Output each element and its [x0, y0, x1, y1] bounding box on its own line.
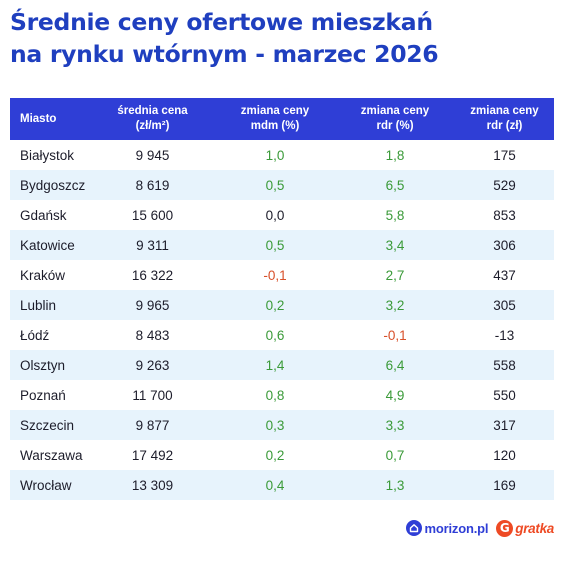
value-cell: 8 483 [90, 320, 215, 350]
gratka-logo: G gratka [496, 519, 554, 537]
value-cell: 0,7 [335, 440, 455, 470]
table-row: Szczecin 9 877 0,3 3,3 317 [10, 410, 554, 440]
column-header: zmiana ceny mdm (%) [215, 98, 335, 140]
value-cell: 9 965 [90, 290, 215, 320]
value-cell: -13 [455, 320, 554, 350]
column-header-line: Miasto [20, 112, 57, 125]
value-cell: 1,3 [335, 470, 455, 500]
table-row: Bydgoszcz 8 619 0,5 6,5 529 [10, 170, 554, 200]
value-cell: 4,9 [335, 380, 455, 410]
value-cell: 16 322 [90, 260, 215, 290]
city-cell: Bydgoszcz [10, 170, 90, 200]
city-cell: Łódź [10, 320, 90, 350]
table-header-row: Miasto średnia cena (zł/m²) zmiana ceny mdm … [10, 98, 554, 140]
price-table: Miasto średnia cena (zł/m²) zmiana ceny mdm … [10, 98, 554, 500]
value-cell: 853 [455, 200, 554, 230]
value-cell: -0,1 [335, 320, 455, 350]
city-cell: Lublin [10, 290, 90, 320]
value-cell: 1,0 [215, 140, 335, 170]
value-cell: 0,4 [215, 470, 335, 500]
value-cell: 6,5 [335, 170, 455, 200]
value-cell: 15 600 [90, 200, 215, 230]
column-header: zmiana ceny rdr (%) [335, 98, 455, 140]
morizon-logo-text: morizon.pl [424, 520, 489, 536]
city-cell: Szczecin [10, 410, 90, 440]
city-cell: Katowice [10, 230, 90, 260]
value-cell: 0,8 [215, 380, 335, 410]
value-cell: 169 [455, 470, 554, 500]
value-cell: 306 [455, 230, 554, 260]
city-cell: Kraków [10, 260, 90, 290]
city-cell: Olsztyn [10, 350, 90, 380]
value-cell: 9 877 [90, 410, 215, 440]
value-cell: 17 492 [90, 440, 215, 470]
table-row: Łódź 8 483 0,6 -0,1 -13 [10, 320, 554, 350]
value-cell: 11 700 [90, 380, 215, 410]
city-cell: Poznań [10, 380, 90, 410]
value-cell: 529 [455, 170, 554, 200]
column-header-line: średnia cena [117, 105, 188, 117]
value-cell: 0,5 [215, 170, 335, 200]
table-row: Kraków 16 322 -0,1 2,7 437 [10, 260, 554, 290]
value-cell: 0,3 [215, 410, 335, 440]
table-row: Katowice 9 311 0,5 3,4 306 [10, 230, 554, 260]
value-cell: 0,2 [215, 440, 335, 470]
column-header-line: zmiana ceny [360, 105, 430, 117]
house-icon [405, 520, 422, 536]
value-cell: 1,8 [335, 140, 455, 170]
value-cell: 0,6 [215, 320, 335, 350]
column-header: zmiana ceny rdr (zł) [455, 98, 554, 140]
table-body: Białystok 9 945 1,0 1,8 175 Bydgoszcz 8 619 0,5… [10, 140, 554, 500]
value-cell: 9 945 [90, 140, 215, 170]
value-cell: 558 [455, 350, 554, 380]
column-header-line: zmiana ceny [470, 105, 539, 117]
table-row: Gdańsk 15 600 0,0 5,8 853 [10, 200, 554, 230]
city-cell: Gdańsk [10, 200, 90, 230]
logos: morizon.pl G gratka [405, 516, 554, 540]
value-cell: 0,5 [215, 230, 335, 260]
value-cell: 0,2 [215, 290, 335, 320]
value-cell: 317 [455, 410, 554, 440]
column-header: średnia cena (zł/m²) [90, 98, 215, 140]
value-cell: 550 [455, 380, 554, 410]
value-cell: 6,4 [335, 350, 455, 380]
page-title: Średnie ceny ofertowe mieszkań na rynku … [10, 6, 530, 70]
morizon-logo: morizon.pl [405, 520, 489, 536]
value-cell: 2,7 [335, 260, 455, 290]
value-cell: 305 [455, 290, 554, 320]
g-icon: G [496, 519, 514, 537]
value-cell: 0,0 [215, 200, 335, 230]
value-cell: 3,3 [335, 410, 455, 440]
column-header-line: rdr (%) [376, 120, 414, 132]
table-row: Olsztyn 9 263 1,4 6,4 558 [10, 350, 554, 380]
table-row: Warszawa 17 492 0,2 0,7 120 [10, 440, 554, 470]
city-cell: Wrocław [10, 470, 90, 500]
table-row: Wrocław 13 309 0,4 1,3 169 [10, 470, 554, 500]
value-cell: 9 263 [90, 350, 215, 380]
title-line-1: Średnie ceny ofertowe mieszkań [10, 8, 433, 36]
city-cell: Białystok [10, 140, 90, 170]
column-header-line: (zł/m²) [135, 120, 170, 132]
value-cell: 437 [455, 260, 554, 290]
value-cell: 13 309 [90, 470, 215, 500]
value-cell: 120 [455, 440, 554, 470]
value-cell: 1,4 [215, 350, 335, 380]
city-cell: Warszawa [10, 440, 90, 470]
value-cell: 8 619 [90, 170, 215, 200]
column-header-line: mdm (%) [250, 120, 300, 132]
column-header: Miasto [10, 98, 90, 140]
value-cell: 175 [455, 140, 554, 170]
column-header-line: zmiana ceny [240, 105, 310, 117]
value-cell: 3,2 [335, 290, 455, 320]
value-cell: 3,4 [335, 230, 455, 260]
table-row: Poznań 11 700 0,8 4,9 550 [10, 380, 554, 410]
value-cell: 9 311 [90, 230, 215, 260]
gratka-logo-text: gratka [515, 520, 554, 536]
table-row: Lublin 9 965 0,2 3,2 305 [10, 290, 554, 320]
title-line-2: na rynku wtórnym - marzec 2026 [10, 40, 439, 68]
value-cell: -0,1 [215, 260, 335, 290]
table-row: Białystok 9 945 1,0 1,8 175 [10, 140, 554, 170]
column-header-line: rdr (zł) [486, 120, 523, 132]
value-cell: 5,8 [335, 200, 455, 230]
